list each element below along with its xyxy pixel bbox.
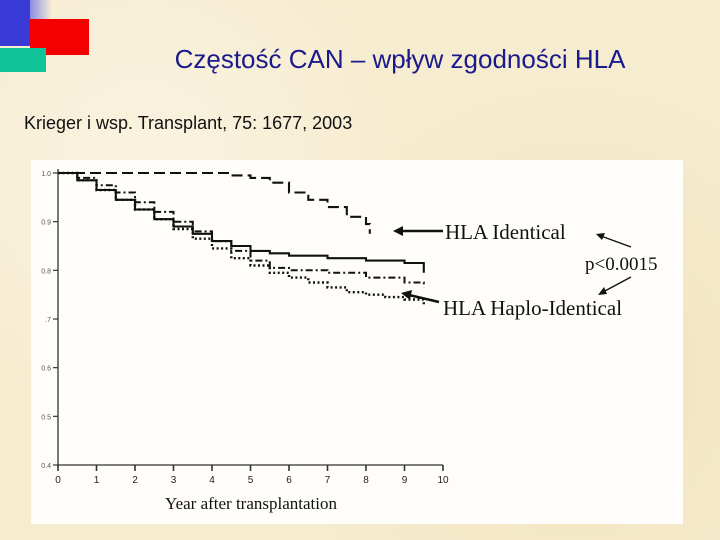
chart-curves bbox=[58, 171, 425, 305]
annotation-p-value: p<0.0015 bbox=[585, 254, 657, 275]
arrow-head-haplo bbox=[401, 290, 412, 300]
x-tick-label: 9 bbox=[402, 475, 408, 486]
survival-chart: 0 1 2 3 4 5 6 7 8 9 10 1.0 0.9 0.8 .7 0.6 0.5 0.4 Year af… bbox=[41, 169, 657, 513]
x-tick-label: 2 bbox=[132, 475, 138, 486]
arrow-to-haplo bbox=[408, 293, 440, 304]
y-tick-label: 0.4 bbox=[41, 463, 51, 470]
chart-scan: 0 1 2 3 4 5 6 7 8 9 10 1.0 0.9 0.8 .7 0.6 0.5 0.4 Year af… bbox=[31, 160, 683, 524]
slide-title: Częstość CAN – wpływ zgodności HLA bbox=[174, 44, 626, 74]
p-bracket-upper-head bbox=[596, 233, 605, 240]
y-tick-label: 0.5 bbox=[41, 414, 51, 421]
x-tick-label: 8 bbox=[363, 475, 369, 486]
annotation-hla-haplo-identical: HLA Haplo-Identical bbox=[443, 296, 622, 320]
y-tick-label: .7 bbox=[45, 317, 51, 324]
annotation-hla-identical: HLA Identical bbox=[445, 220, 566, 244]
x-tick-label: 4 bbox=[209, 475, 215, 486]
x-tick-label: 10 bbox=[437, 475, 449, 486]
x-axis-label: Year after transplantation bbox=[165, 494, 337, 513]
corner-decoration-blue bbox=[0, 0, 30, 46]
survival-curve-4 bbox=[58, 171, 425, 305]
citation: Krieger i wsp. Transplant, 75: 1677, 200… bbox=[24, 113, 353, 133]
y-tick-label: 0.6 bbox=[41, 366, 51, 373]
survival-curve-3 bbox=[58, 172, 425, 288]
annotation-arrows bbox=[393, 226, 632, 304]
p-bracket-upper bbox=[600, 235, 632, 248]
corner-decoration-teal bbox=[0, 48, 46, 72]
p-bracket-lower-head bbox=[598, 287, 607, 295]
x-tick-label: 6 bbox=[286, 475, 292, 486]
chart-axes: 0 1 2 3 4 5 6 7 8 9 10 1.0 0.9 0.8 .7 0.6 0.5 0.4 bbox=[41, 169, 449, 486]
y-tick-label: 1.0 bbox=[41, 171, 51, 178]
y-tick-label: 0.9 bbox=[41, 220, 51, 227]
arrow-head-identical bbox=[393, 226, 403, 236]
x-tick-label: 7 bbox=[325, 475, 331, 486]
p-bracket-lower bbox=[602, 276, 632, 293]
x-tick-label: 3 bbox=[171, 475, 177, 486]
chart-labels: Year after transplantation HLA Identical… bbox=[165, 220, 657, 513]
x-tick-label: 5 bbox=[248, 475, 254, 486]
survival-curve-2 bbox=[58, 171, 425, 273]
x-tick-label: 1 bbox=[94, 475, 100, 486]
x-tick-label: 0 bbox=[55, 475, 61, 486]
y-tick-label: 0.8 bbox=[41, 268, 51, 275]
survival-curve-1 bbox=[58, 171, 371, 234]
